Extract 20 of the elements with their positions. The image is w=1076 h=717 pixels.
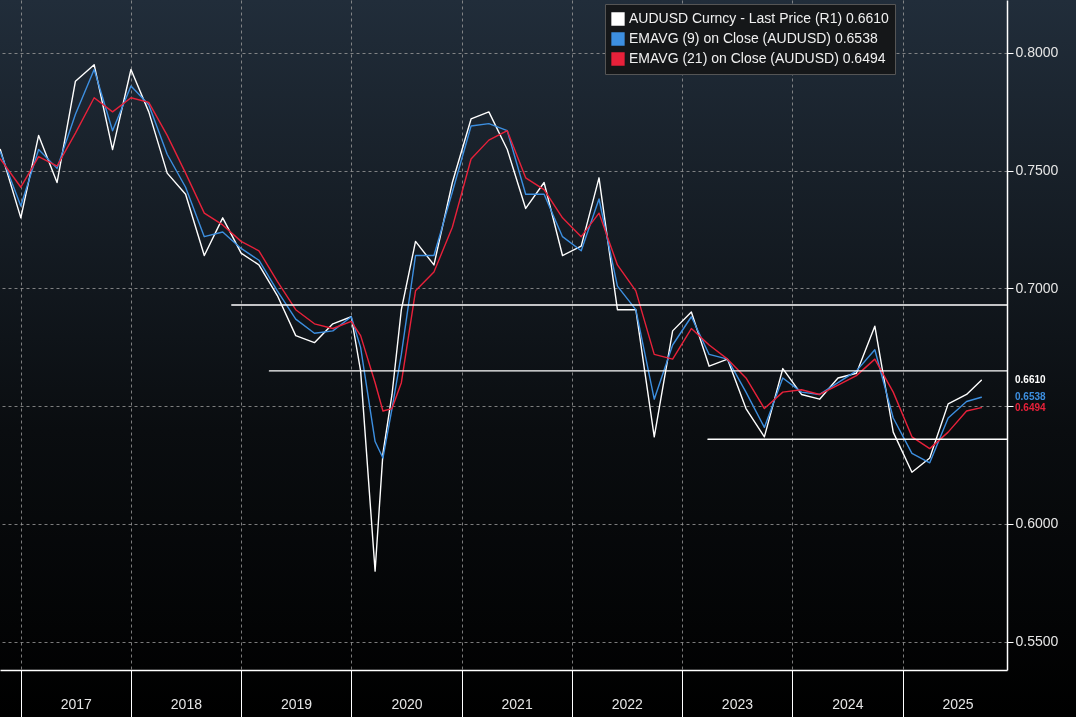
x-tick-label: 2017 <box>60 695 93 712</box>
x-tick-label: 2022 <box>611 695 644 712</box>
x-tick-label: 2024 <box>832 695 864 712</box>
text: 0.6494 <box>1015 401 1047 413</box>
text: 0.6538 <box>1015 391 1047 403</box>
x-tick-label: 2020 <box>391 695 423 712</box>
legend-label: AUDUSD Curncy - Last Price (R1) 0.6610 <box>629 10 890 26</box>
x-tick-label: 2018 <box>170 695 203 712</box>
y-tick-label: 0.6000 <box>1015 515 1059 532</box>
text: 0.6610 <box>1015 374 1047 386</box>
y-tick-label: 0.7000 <box>1015 279 1059 296</box>
x-tick-label: 2021 <box>501 695 533 712</box>
y-tick-label: 0.5500 <box>1015 633 1059 650</box>
y-tick-label: 0.7500 <box>1015 162 1059 179</box>
x-tick-label: 2023 <box>721 695 754 712</box>
x-tick-label: 2019 <box>280 695 313 712</box>
x-tick-label: 2025 <box>942 695 974 712</box>
legend-label: EMAVG (9) on Close (AUDUSD) 0.6538 <box>629 30 878 46</box>
legend-label: EMAVG (21) on Close (AUDUSD) 0.6494 <box>629 50 886 66</box>
y-tick-label: 0.8000 <box>1015 44 1059 61</box>
